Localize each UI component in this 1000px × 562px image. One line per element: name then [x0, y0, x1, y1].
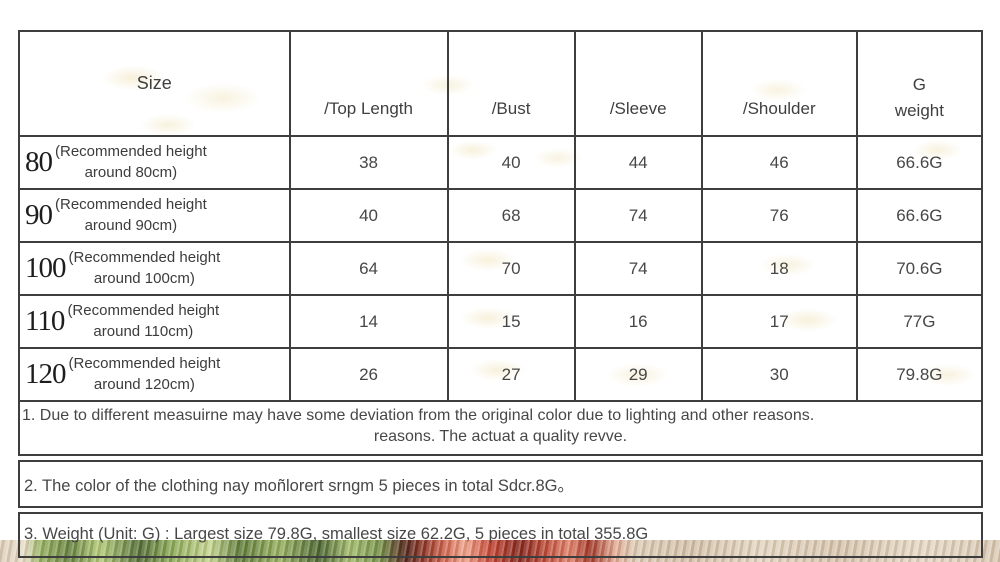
size-recommendation: (Recommended height around 120cm): [68, 355, 221, 393]
cell-sleeve: 74: [573, 241, 703, 296]
header-row: Size /Top Length /Bust /Sleeve /Shoulder…: [18, 30, 984, 137]
note-3: 3. Weight (Unit: G) : Largest size 79.8G…: [18, 511, 983, 558]
cell-bust: 27: [446, 347, 576, 402]
cell-weight: 70.6G: [855, 241, 984, 296]
size-label-120: 120 (Recommended height around 120cm): [21, 352, 288, 397]
header-weight: G weight: [855, 30, 984, 137]
size-recommendation: (Recommended height around 90cm): [55, 196, 207, 234]
cell-shoulder: 46: [700, 135, 858, 190]
cell-weight: 66.6G: [855, 188, 984, 243]
cell-sleeve: 44: [573, 135, 703, 190]
table-row: 90 (Recommended height around 90cm) 40 6…: [18, 188, 984, 243]
cell-sleeve: 29: [573, 347, 703, 402]
size-label-110: 110 (Recommended height around 110cm): [21, 299, 288, 344]
size-number: 100: [25, 252, 66, 284]
cell-weight: 79.8G: [855, 347, 984, 402]
note-3-text: 3. Weight (Unit: G) : Largest size 79.8G…: [24, 525, 649, 544]
note1-row: 1. Due to different measuirne may have s…: [18, 400, 983, 456]
table-row: 100 (Recommended height around 100cm) 64…: [18, 241, 984, 296]
cell-sleeve: 16: [573, 294, 703, 349]
size-number: 120: [25, 358, 66, 390]
header-shoulder: /Shoulder: [700, 30, 858, 137]
header-top-length: /Top Length: [288, 30, 449, 137]
cell-top-length: 14: [288, 294, 449, 349]
cell-weight: 66.6G: [855, 135, 984, 190]
size-number: 80: [25, 146, 53, 178]
header-bust: /Bust: [446, 30, 576, 137]
cell-bust: 68: [446, 188, 576, 243]
note-1-line-1: 1. Due to different measuirne may have s…: [22, 407, 815, 424]
size-chart-section: Size /Top Length /Bust /Sleeve /Shoulder…: [18, 30, 984, 558]
cell-shoulder: 30: [700, 347, 858, 402]
size-number: 110: [25, 305, 65, 337]
size-label-100: 100 (Recommended height around 100cm): [21, 246, 288, 291]
size-number: 90: [25, 199, 53, 231]
cell-shoulder: 76: [700, 188, 858, 243]
table-row: 120 (Recommended height around 120cm) 26…: [18, 347, 984, 402]
note-2: 2. The color of the clothing nay moñlore…: [18, 459, 983, 508]
header-sleeve: /Sleeve: [573, 30, 703, 137]
cell-top-length: 38: [288, 135, 449, 190]
note-1-line-2: reasons. The actuat a quality revve.: [373, 427, 628, 445]
header-weight-line2: weight: [894, 100, 944, 120]
cell-sleeve: 74: [573, 188, 703, 243]
size-label-90: 90 (Recommended height around 90cm): [21, 193, 288, 238]
cell-top-length: 64: [288, 241, 449, 296]
table-row: 80 (Recommended height around 80cm) 38 4…: [18, 135, 984, 190]
header-weight-line1: G: [912, 75, 926, 94]
cell-weight: 77G: [855, 294, 984, 349]
cell-bust: 70: [446, 241, 576, 296]
cell-bust: 15: [446, 294, 576, 349]
cell-top-length: 26: [288, 347, 449, 402]
cell-top-length: 40: [288, 188, 449, 243]
size-chart-table: Size /Top Length /Bust /Sleeve /Shoulder…: [18, 30, 984, 456]
note-2-text: 2. The color of the clothing nay moñlore…: [24, 476, 574, 495]
cell-shoulder: 17: [700, 294, 858, 349]
note-1: 1. Due to different measuirne may have s…: [18, 400, 983, 456]
size-label-80: 80 (Recommended height around 80cm): [21, 140, 288, 185]
size-recommendation: (Recommended height around 100cm): [68, 249, 221, 287]
size-recommendation: (Recommended height around 110cm): [67, 302, 220, 340]
cell-bust: 40: [446, 135, 576, 190]
table-row: 110 (Recommended height around 110cm) 14…: [18, 294, 984, 349]
header-size: Size: [18, 30, 291, 137]
size-recommendation: (Recommended height around 80cm): [55, 143, 207, 181]
cell-shoulder: 18: [700, 241, 858, 296]
